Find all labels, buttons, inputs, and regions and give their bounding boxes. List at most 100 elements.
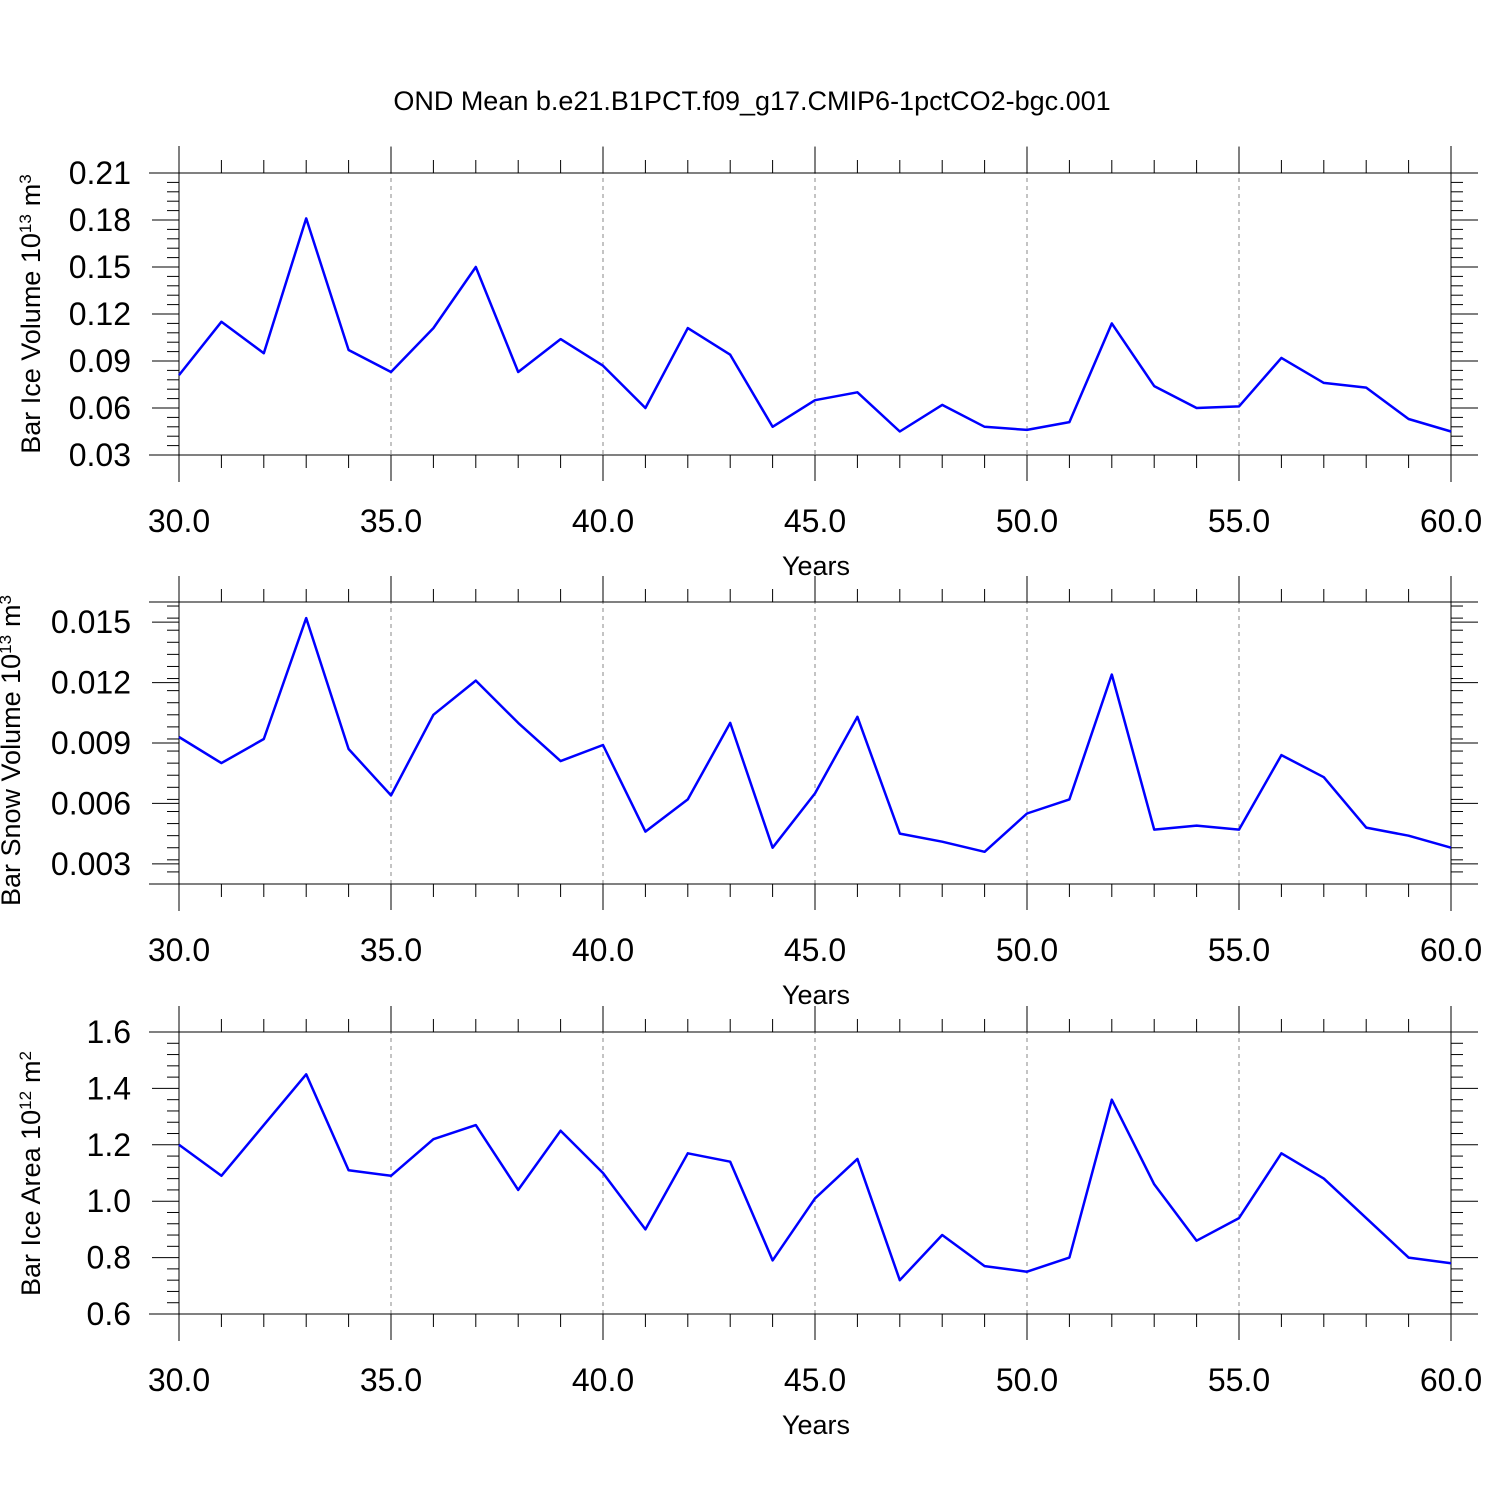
- chart-panel-1: 0.03 0.06 0.09 0.12 0.15 0.18 0.21 30.0 35.0 40.0…: [16, 146, 1482, 581]
- data-point: [347, 1168, 351, 1172]
- data-point: [898, 832, 902, 836]
- data-point: [304, 1072, 308, 1076]
- y-tick-label: 0.012: [51, 665, 131, 701]
- data-point: [474, 265, 478, 269]
- data-point: [431, 713, 435, 717]
- y-axis-label-part: Bar Ice Area 10: [16, 1110, 46, 1296]
- y-tick-label: 1.4: [87, 1070, 131, 1106]
- y-tick-label: 0.006: [51, 785, 131, 821]
- y-axis-label-part: m: [16, 1060, 46, 1083]
- data-point: [813, 398, 817, 402]
- y-tick-label: 0.003: [51, 846, 131, 882]
- y-tick-label: 0.21: [69, 155, 131, 191]
- data-point: [1195, 406, 1199, 410]
- data-point: [1449, 1261, 1453, 1265]
- data-point: [559, 1129, 563, 1133]
- data-point: [1195, 824, 1199, 828]
- x-tick-label: 40.0: [572, 503, 634, 539]
- y-axis-label-part: 13: [16, 214, 35, 233]
- data-point: [347, 348, 351, 352]
- data-point: [855, 1157, 859, 1161]
- data-point: [474, 1123, 478, 1127]
- data-point: [389, 1174, 393, 1178]
- data-point: [686, 797, 690, 801]
- panels: 0.03 0.06 0.09 0.12 0.15 0.18 0.21 30.0 35.0 40.0…: [0, 146, 1482, 1440]
- y-tick-label: 1.2: [87, 1127, 131, 1163]
- data-point: [643, 406, 647, 410]
- data-point: [643, 830, 647, 834]
- series-line: [178, 616, 1452, 854]
- data-point: [1407, 834, 1411, 838]
- chart-panel-3: 0.6 0.8 1.0 1.2 1.4 1.6 30.0 35.0 40.0 45.0 50.0 55…: [16, 1006, 1482, 1440]
- x-tick-label: 45.0: [784, 932, 846, 968]
- y-tick-label: 0.6: [87, 1296, 131, 1332]
- data-point: [686, 326, 690, 330]
- data-point: [1322, 1177, 1326, 1181]
- data-point: [389, 370, 393, 374]
- y-axis-label: Bar Snow Volume 1013 m3: [0, 595, 26, 906]
- data-point: [1364, 826, 1368, 830]
- data-point: [898, 430, 902, 434]
- data-point: [516, 1188, 520, 1192]
- data-point: [1195, 1239, 1199, 1243]
- y-axis-label-part: m: [16, 184, 46, 207]
- y-tick-label: 1.0: [87, 1183, 131, 1219]
- data-point: [262, 1123, 266, 1127]
- data-point: [813, 791, 817, 795]
- data-point: [516, 721, 520, 725]
- data-point: [431, 1137, 435, 1141]
- data-point: [1279, 753, 1283, 757]
- data-point: [304, 616, 308, 620]
- data-point: [1279, 356, 1283, 360]
- data-point: [1025, 812, 1029, 816]
- y-tick-label: 1.6: [87, 1014, 131, 1050]
- data-point: [1067, 1256, 1071, 1260]
- data-point: [1407, 1256, 1411, 1260]
- data-point: [686, 1151, 690, 1155]
- y-axis-label-part: Bar Ice Volume 10: [16, 233, 46, 454]
- data-point: [771, 1258, 775, 1262]
- x-tick-label: 50.0: [996, 503, 1058, 539]
- data-point: [1067, 420, 1071, 424]
- data-point: [1364, 386, 1368, 390]
- data-point: [1407, 417, 1411, 421]
- data-point: [1322, 381, 1326, 385]
- data-point: [601, 743, 605, 747]
- x-tick-label: 60.0: [1420, 1362, 1482, 1398]
- y-axis-label-part: 3: [16, 174, 35, 183]
- data-point: [1025, 428, 1029, 432]
- x-tick-label: 30.0: [148, 932, 210, 968]
- x-tick-label: 35.0: [360, 503, 422, 539]
- x-tick-label: 60.0: [1420, 932, 1482, 968]
- x-tick-label: 40.0: [572, 932, 634, 968]
- x-axis-label: Years: [782, 1410, 850, 1440]
- data-point: [940, 1233, 944, 1237]
- data-point: [1279, 1151, 1283, 1155]
- x-tick-label: 55.0: [1208, 1362, 1270, 1398]
- data-point: [983, 1264, 987, 1268]
- y-axis-label-part: Bar Snow Volume 10: [0, 654, 26, 906]
- data-point: [177, 1143, 181, 1147]
- x-tick-label: 30.0: [148, 1362, 210, 1398]
- data-point: [1237, 828, 1241, 832]
- data-point: [1110, 1098, 1114, 1102]
- data-point: [855, 715, 859, 719]
- x-tick-label: 45.0: [784, 503, 846, 539]
- data-point: [728, 1160, 732, 1164]
- figure-title: OND Mean b.e21.B1PCT.f09_g17.CMIP6-1pctC…: [393, 86, 1110, 116]
- data-point: [601, 364, 605, 368]
- x-tick-label: 55.0: [1208, 503, 1270, 539]
- y-tick-label: 0.06: [69, 390, 131, 426]
- data-point: [1067, 797, 1071, 801]
- y-tick-label: 0.15: [69, 249, 131, 285]
- x-tick-label: 50.0: [996, 932, 1058, 968]
- data-point: [728, 721, 732, 725]
- y-tick-label: 0.18: [69, 202, 131, 238]
- x-tick-label: 60.0: [1420, 503, 1482, 539]
- data-point: [983, 425, 987, 429]
- data-point: [601, 1171, 605, 1175]
- series-line: [178, 217, 1452, 433]
- y-tick-label: 0.12: [69, 296, 131, 332]
- y-axis-label-part: 13: [0, 635, 15, 654]
